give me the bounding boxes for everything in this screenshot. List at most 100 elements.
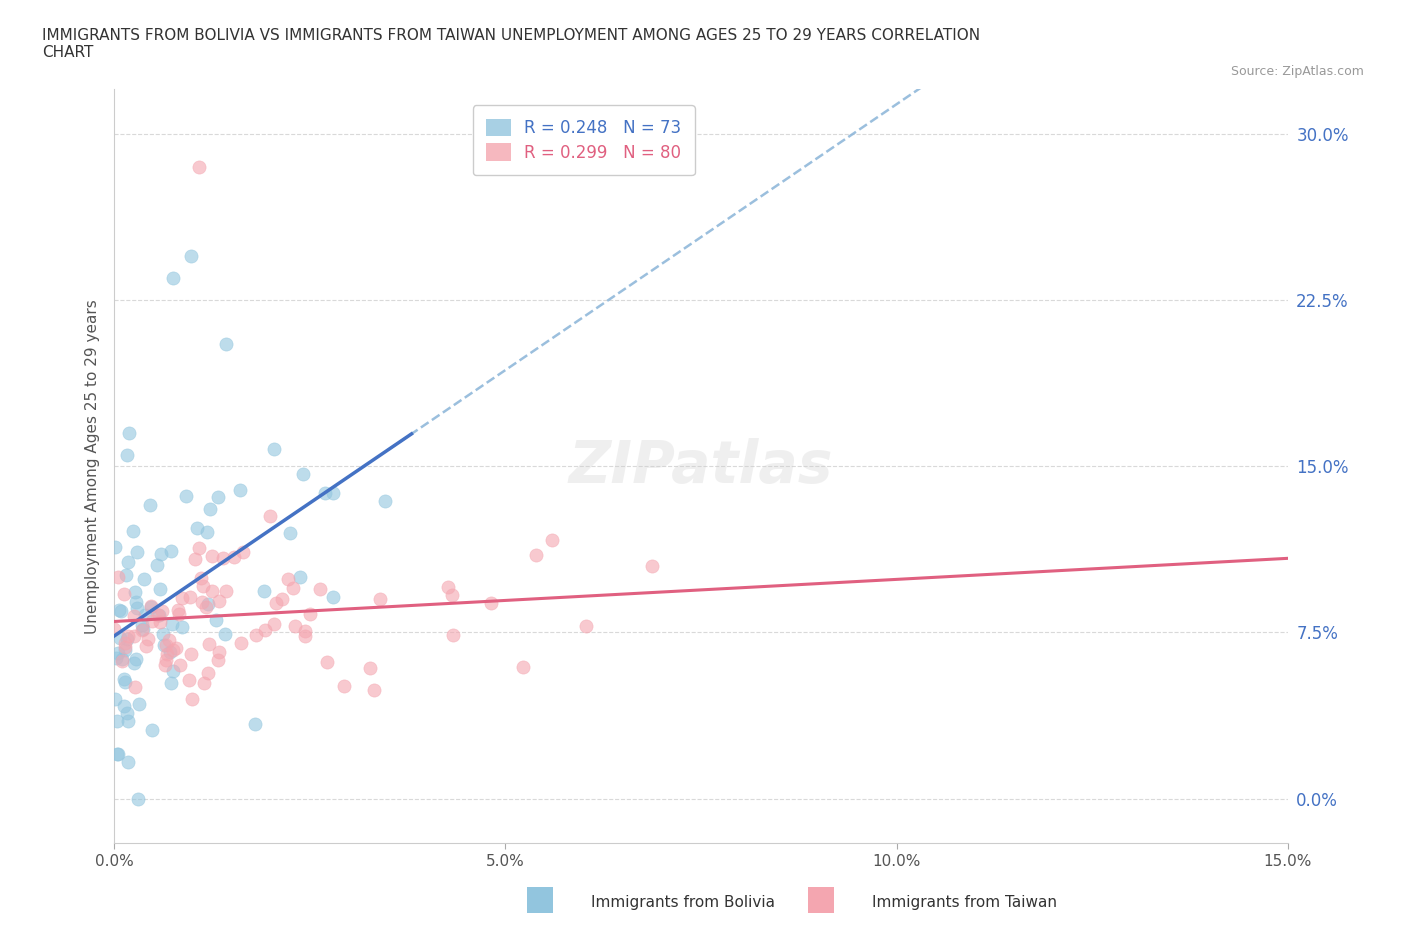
Point bbox=[208, 593, 231, 608]
Point bbox=[322, 485, 344, 500]
Point bbox=[117, 629, 139, 644]
Point bbox=[170, 591, 193, 605]
Point bbox=[359, 660, 381, 675]
Point bbox=[165, 640, 187, 655]
Point bbox=[117, 554, 139, 569]
Point bbox=[294, 628, 316, 643]
Point bbox=[284, 618, 307, 633]
Point bbox=[160, 617, 183, 631]
Point bbox=[179, 673, 201, 688]
Point bbox=[153, 658, 176, 672]
Point bbox=[290, 570, 312, 585]
Point bbox=[132, 622, 155, 637]
Point bbox=[640, 559, 662, 574]
Text: ZIPatlas: ZIPatlas bbox=[569, 438, 834, 495]
Point bbox=[215, 337, 238, 352]
Point bbox=[575, 618, 598, 633]
Point bbox=[105, 650, 128, 665]
Point bbox=[156, 646, 179, 661]
Point bbox=[195, 525, 218, 539]
Point bbox=[110, 604, 132, 618]
Point bbox=[526, 548, 548, 563]
Point bbox=[103, 692, 125, 707]
Point bbox=[162, 643, 184, 658]
Point bbox=[131, 618, 153, 632]
Point bbox=[181, 692, 204, 707]
Point bbox=[207, 652, 229, 667]
Point bbox=[197, 666, 219, 681]
Point bbox=[124, 680, 146, 695]
Point bbox=[111, 654, 134, 669]
Point bbox=[104, 539, 127, 554]
Point bbox=[112, 587, 135, 602]
Point bbox=[160, 544, 183, 559]
Point bbox=[281, 581, 304, 596]
Point bbox=[277, 572, 299, 587]
Point bbox=[162, 663, 184, 678]
Point bbox=[107, 646, 129, 661]
Point bbox=[105, 746, 128, 761]
Point bbox=[125, 600, 148, 615]
Point bbox=[152, 637, 174, 652]
Point bbox=[374, 494, 396, 509]
Point bbox=[184, 551, 207, 566]
Text: IMMIGRANTS FROM BOLIVIA VS IMMIGRANTS FROM TAIWAN UNEMPLOYMENT AMONG AGES 25 TO : IMMIGRANTS FROM BOLIVIA VS IMMIGRANTS FR… bbox=[42, 28, 980, 60]
Point bbox=[148, 607, 170, 622]
Point bbox=[107, 569, 129, 584]
Point bbox=[191, 578, 214, 593]
Point bbox=[200, 501, 222, 516]
Point bbox=[190, 595, 212, 610]
Point bbox=[141, 723, 163, 737]
Point bbox=[169, 658, 191, 672]
Point bbox=[214, 627, 236, 642]
Point bbox=[201, 549, 224, 564]
Point bbox=[541, 532, 564, 547]
Point bbox=[118, 426, 141, 441]
Point bbox=[138, 498, 160, 512]
Point bbox=[188, 541, 211, 556]
Point bbox=[298, 606, 321, 621]
Point bbox=[179, 590, 201, 604]
Point bbox=[112, 698, 135, 713]
Point bbox=[155, 637, 177, 652]
Text: Immigrants from Bolivia: Immigrants from Bolivia bbox=[591, 895, 775, 910]
Point bbox=[108, 603, 131, 618]
Point bbox=[169, 606, 191, 621]
Point bbox=[316, 654, 339, 669]
Point bbox=[159, 632, 181, 647]
Point bbox=[132, 572, 155, 587]
Point bbox=[437, 579, 460, 594]
Point bbox=[111, 652, 134, 667]
Point bbox=[112, 671, 135, 686]
Point bbox=[263, 617, 285, 631]
Point bbox=[207, 644, 229, 659]
Point bbox=[159, 644, 181, 659]
Point bbox=[117, 714, 139, 729]
Point bbox=[197, 597, 219, 612]
Point bbox=[135, 639, 157, 654]
Point bbox=[152, 627, 174, 642]
Point bbox=[149, 581, 172, 596]
Point bbox=[294, 624, 316, 639]
Point bbox=[136, 632, 159, 647]
Point bbox=[190, 570, 212, 585]
Point bbox=[117, 754, 139, 769]
Point bbox=[127, 791, 149, 806]
Point bbox=[368, 591, 391, 606]
Point bbox=[122, 655, 145, 670]
Point bbox=[134, 608, 156, 623]
Point bbox=[124, 584, 146, 599]
Point bbox=[212, 551, 235, 565]
Point bbox=[146, 558, 169, 573]
Point bbox=[332, 679, 354, 694]
Point bbox=[180, 248, 202, 263]
Point bbox=[176, 488, 198, 503]
Point bbox=[243, 717, 266, 732]
Point bbox=[115, 568, 138, 583]
Point bbox=[141, 614, 163, 629]
Point bbox=[264, 595, 287, 610]
Point bbox=[479, 596, 502, 611]
Point bbox=[114, 643, 136, 658]
Point bbox=[322, 590, 344, 604]
Point bbox=[149, 546, 172, 561]
